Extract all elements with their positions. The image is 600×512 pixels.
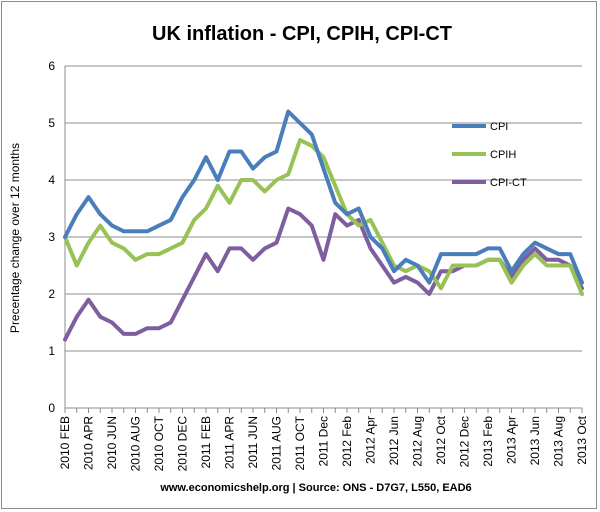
series-line-cpi-ct [63, 206, 584, 342]
y-tick-label: 2 [48, 287, 55, 301]
legend-label: CPI-CT [490, 177, 527, 189]
x-tick-label: 2010 APR [82, 416, 96, 470]
x-tick-label: 2012 Aug [411, 416, 425, 467]
y-tick-label: 5 [48, 116, 55, 130]
x-tick-label: 2012 Feb [340, 416, 354, 467]
legend-label: CPIH [490, 149, 516, 161]
y-tick-label: 4 [48, 173, 55, 187]
y-tick-label: 0 [48, 401, 55, 415]
y-axis-label: Precentage change over 12 months [8, 143, 22, 333]
x-tick-label: 2010 FEB [58, 416, 72, 469]
x-tick-label: 2010 JUN [105, 416, 119, 469]
series-line-cpi [63, 109, 584, 285]
legend: CPI CPIH CPI-CT [452, 121, 527, 189]
x-tick-label: 2013 Apr [505, 416, 519, 464]
x-tick-labels: 2010 FEB 2010 APR 2010 JUN 2010 AUG 2010 OCT… [58, 415, 589, 471]
x-tick-label: 2013 Feb [481, 416, 495, 467]
x-tick-label: 2011 APR [223, 416, 237, 469]
x-tick-label: 2010 DEC [176, 416, 190, 472]
series-lines [63, 109, 584, 342]
chart-title: UK inflation - CPI, CPIH, CPI-CT [152, 23, 452, 45]
x-tick-label: 2012 Oct [434, 415, 448, 464]
x-tick-label: 2012 Dec [458, 416, 472, 467]
x-tick-label: 2011 Dec [317, 416, 331, 466]
axes [64, 66, 583, 413]
x-tick-label: 2012 Apr [364, 416, 378, 464]
x-tick-label: 2010 AUG [129, 416, 143, 471]
x-tick-label: 2011 JUN [246, 416, 260, 468]
source-note: www.economicshelp.org | Source: ONS - D7… [159, 482, 471, 494]
series-line-cpih [63, 138, 584, 296]
x-tick-label: 2010 OCT [152, 415, 166, 471]
x-tick-label: 2011 AUG [270, 416, 284, 470]
legend-label: CPI [490, 121, 508, 133]
x-tick-label: 2013 Oct [575, 415, 589, 464]
y-tick-labels: 0 1 2 3 4 5 6 [48, 59, 55, 415]
y-tick-label: 6 [48, 59, 55, 73]
y-tick-label: 3 [48, 230, 55, 244]
gridlines [65, 65, 582, 409]
x-tick-label: 2013 Jun [528, 416, 542, 465]
y-tick-label: 1 [48, 344, 55, 358]
x-tick-label: 2012 Jun [387, 416, 401, 465]
x-tick-label: 2011 OCT [293, 415, 307, 470]
x-tick-label: 2011 FEB [199, 416, 213, 468]
x-tick-label: 2013 Aug [552, 416, 566, 467]
